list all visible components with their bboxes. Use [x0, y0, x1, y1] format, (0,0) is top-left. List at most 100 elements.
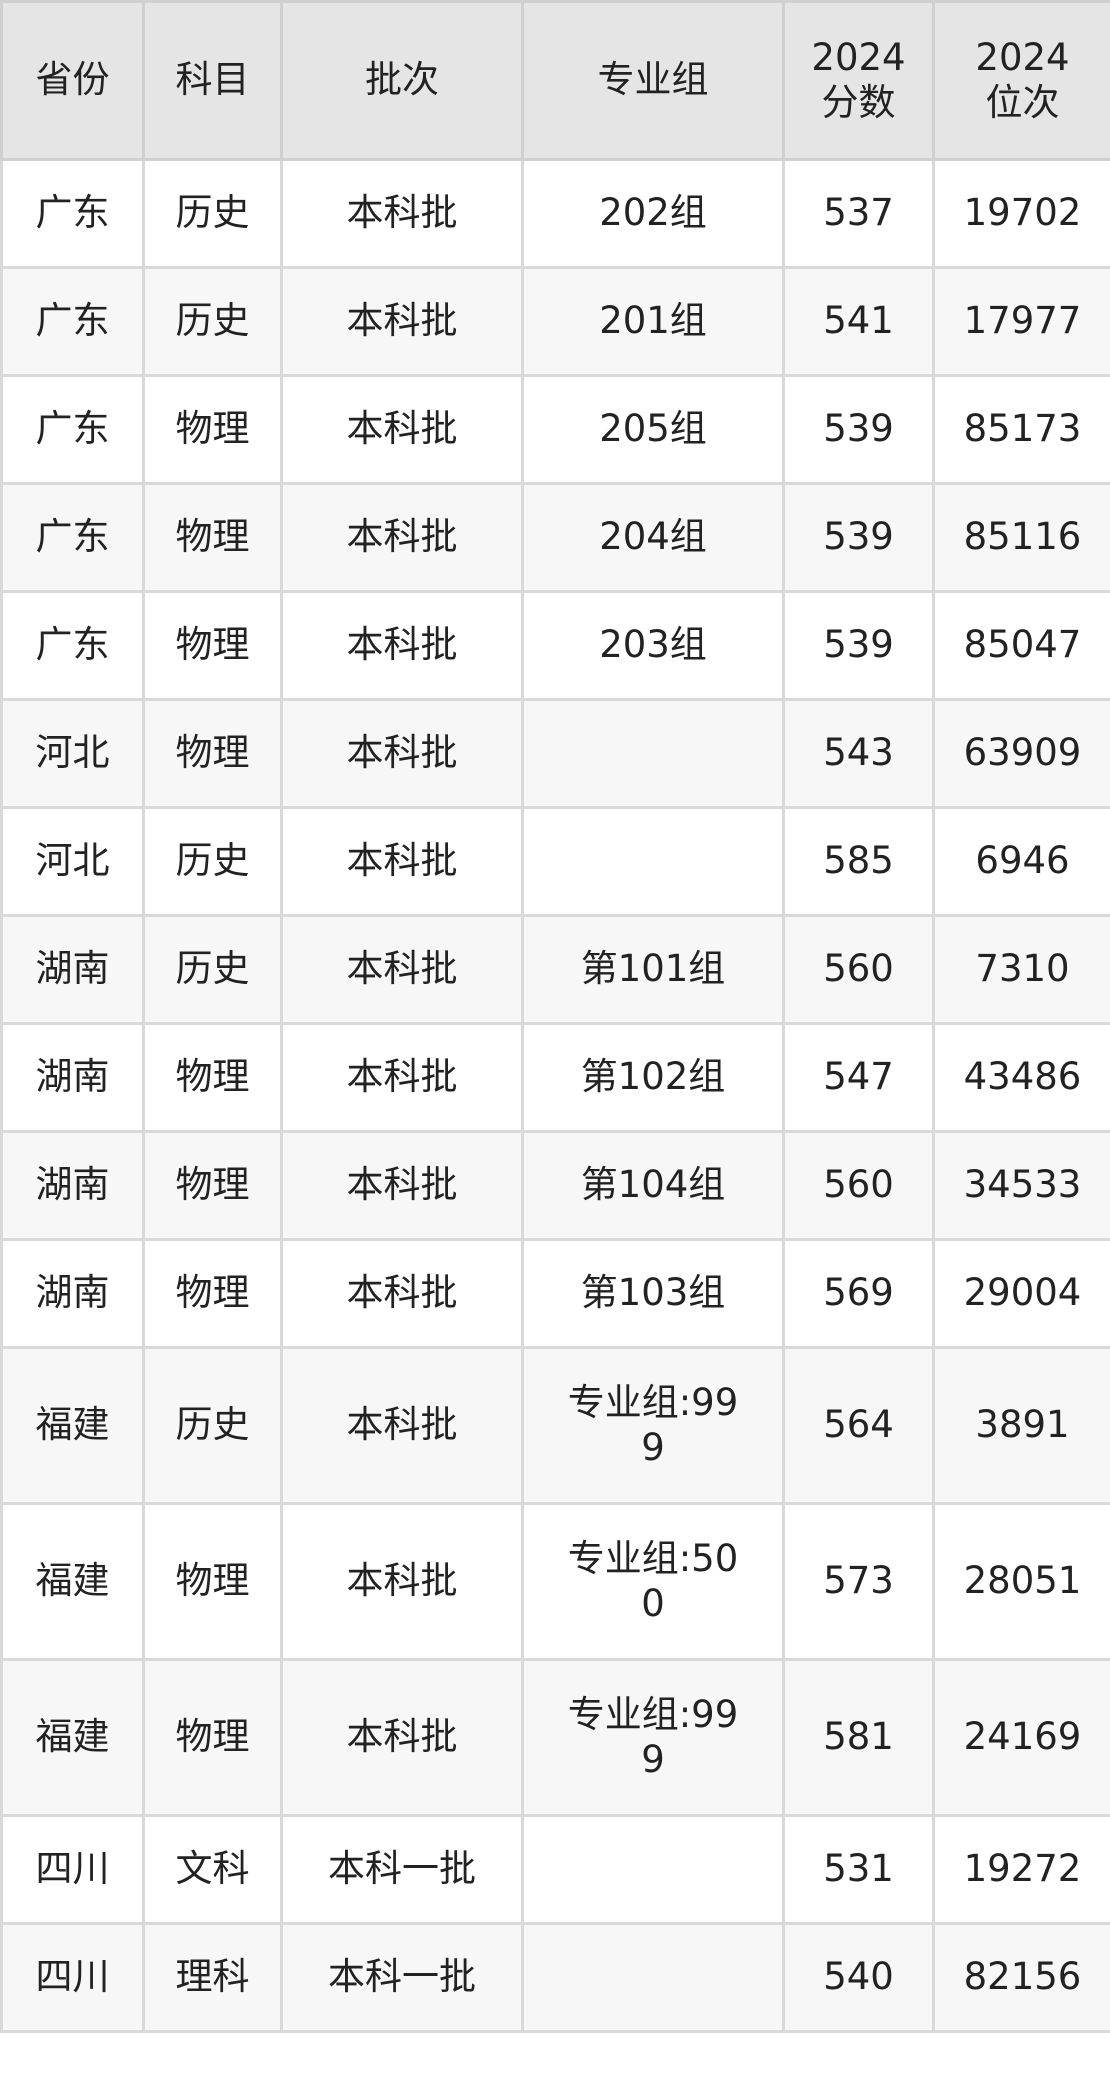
cell-group: 专业组:500 [521, 1502, 785, 1661]
cell-province: 广东 [0, 266, 145, 377]
table-row: 河北 历史 本科批 585 6946 [0, 806, 1110, 917]
group-text: 201组 [599, 299, 707, 343]
cell-score: 581 [782, 1658, 935, 1817]
cell-score: 543 [782, 698, 935, 809]
cell-score: 547 [782, 1022, 935, 1133]
cell-rank: 85047 [932, 590, 1110, 701]
table-row: 福建 物理 本科批 专业组:999 581 24169 [0, 1658, 1110, 1817]
cell-batch: 本科批 [280, 158, 524, 269]
cell-province: 福建 [0, 1658, 145, 1817]
cell-score: 540 [782, 1922, 935, 2033]
cell-group [521, 1814, 785, 1925]
cell-batch: 本科批 [280, 1130, 524, 1241]
cell-rank: 34533 [932, 1130, 1110, 1241]
table-row: 福建 物理 本科批 专业组:500 573 28051 [0, 1502, 1110, 1661]
cell-subject: 物理 [142, 482, 283, 593]
cell-province: 河北 [0, 698, 145, 809]
cell-subject: 文科 [142, 1814, 283, 1925]
cell-group: 第103组 [521, 1238, 785, 1349]
cell-batch: 本科批 [280, 914, 524, 1025]
cell-rank: 3891 [932, 1346, 1110, 1505]
cell-province: 广东 [0, 374, 145, 485]
cell-province: 福建 [0, 1502, 145, 1661]
cell-score: 537 [782, 158, 935, 269]
group-text: 专业组:999 [567, 1381, 739, 1469]
cell-subject: 物理 [142, 1130, 283, 1241]
cell-group: 203组 [521, 590, 785, 701]
table-row: 广东 物理 本科批 205组 539 85173 [0, 374, 1110, 485]
cell-subject: 历史 [142, 158, 283, 269]
cell-rank: 85173 [932, 374, 1110, 485]
cell-score: 539 [782, 482, 935, 593]
header-score: 2024 分数 [782, 0, 935, 161]
group-text: 专业组:999 [567, 1693, 739, 1781]
cell-subject: 历史 [142, 914, 283, 1025]
cell-subject: 理科 [142, 1922, 283, 2033]
cell-province: 湖南 [0, 1130, 145, 1241]
cell-batch: 本科一批 [280, 1922, 524, 2033]
table-row: 广东 历史 本科批 202组 537 19702 [0, 158, 1110, 269]
group-text: 202组 [599, 191, 707, 235]
table-row: 广东 历史 本科批 201组 541 17977 [0, 266, 1110, 377]
group-text: 204组 [599, 515, 707, 559]
cell-score: 531 [782, 1814, 935, 1925]
cell-group: 202组 [521, 158, 785, 269]
cell-subject: 物理 [142, 1502, 283, 1661]
cell-batch: 本科批 [280, 1238, 524, 1349]
cell-group: 205组 [521, 374, 785, 485]
cell-province: 广东 [0, 158, 145, 269]
cell-batch: 本科批 [280, 266, 524, 377]
cell-province: 四川 [0, 1814, 145, 1925]
cell-score: 539 [782, 590, 935, 701]
table-row: 湖南 历史 本科批 第101组 560 7310 [0, 914, 1110, 1025]
cell-batch: 本科批 [280, 482, 524, 593]
cell-rank: 85116 [932, 482, 1110, 593]
cell-batch: 本科批 [280, 1502, 524, 1661]
cell-group: 204组 [521, 482, 785, 593]
cell-group: 第104组 [521, 1130, 785, 1241]
cell-score: 569 [782, 1238, 935, 1349]
cell-group: 专业组:999 [521, 1658, 785, 1817]
cell-batch: 本科批 [280, 806, 524, 917]
group-text: 第104组 [580, 1163, 726, 1207]
cell-batch: 本科批 [280, 1658, 524, 1817]
cell-province: 四川 [0, 1922, 145, 2033]
cell-subject: 物理 [142, 374, 283, 485]
cell-rank: 17977 [932, 266, 1110, 377]
cell-batch: 本科批 [280, 698, 524, 809]
group-text: 第101组 [580, 947, 726, 991]
group-text: 205组 [599, 407, 707, 451]
cell-score: 560 [782, 1130, 935, 1241]
header-batch: 批次 [280, 0, 524, 161]
header-province: 省份 [0, 0, 145, 161]
cell-rank: 28051 [932, 1502, 1110, 1661]
cell-subject: 物理 [142, 698, 283, 809]
cell-province: 河北 [0, 806, 145, 917]
cell-province: 广东 [0, 482, 145, 593]
cell-group [521, 698, 785, 809]
admission-score-table: 省份 科目 批次 专业组 2024 分数 2024 位次 广东 历史 本科批 202组 537 19… [0, 0, 1110, 2033]
cell-group [521, 806, 785, 917]
cell-score: 539 [782, 374, 935, 485]
header-rank: 2024 位次 [932, 0, 1110, 161]
cell-rank: 7310 [932, 914, 1110, 1025]
group-text: 203组 [599, 623, 707, 667]
cell-subject: 物理 [142, 1238, 283, 1349]
cell-subject: 物理 [142, 590, 283, 701]
cell-subject: 历史 [142, 806, 283, 917]
table-row: 湖南 物理 本科批 第104组 560 34533 [0, 1130, 1110, 1241]
cell-province: 湖南 [0, 1022, 145, 1133]
cell-province: 湖南 [0, 1238, 145, 1349]
cell-rank: 43486 [932, 1022, 1110, 1133]
cell-score: 541 [782, 266, 935, 377]
cell-rank: 24169 [932, 1658, 1110, 1817]
cell-batch: 本科批 [280, 374, 524, 485]
group-text: 第103组 [580, 1271, 726, 1315]
cell-group [521, 1922, 785, 2033]
cell-province: 广东 [0, 590, 145, 701]
cell-batch: 本科批 [280, 1022, 524, 1133]
header-subject: 科目 [142, 0, 283, 161]
cell-group: 第102组 [521, 1022, 785, 1133]
cell-rank: 19272 [932, 1814, 1110, 1925]
header-row: 省份 科目 批次 专业组 2024 分数 2024 位次 [0, 0, 1110, 161]
